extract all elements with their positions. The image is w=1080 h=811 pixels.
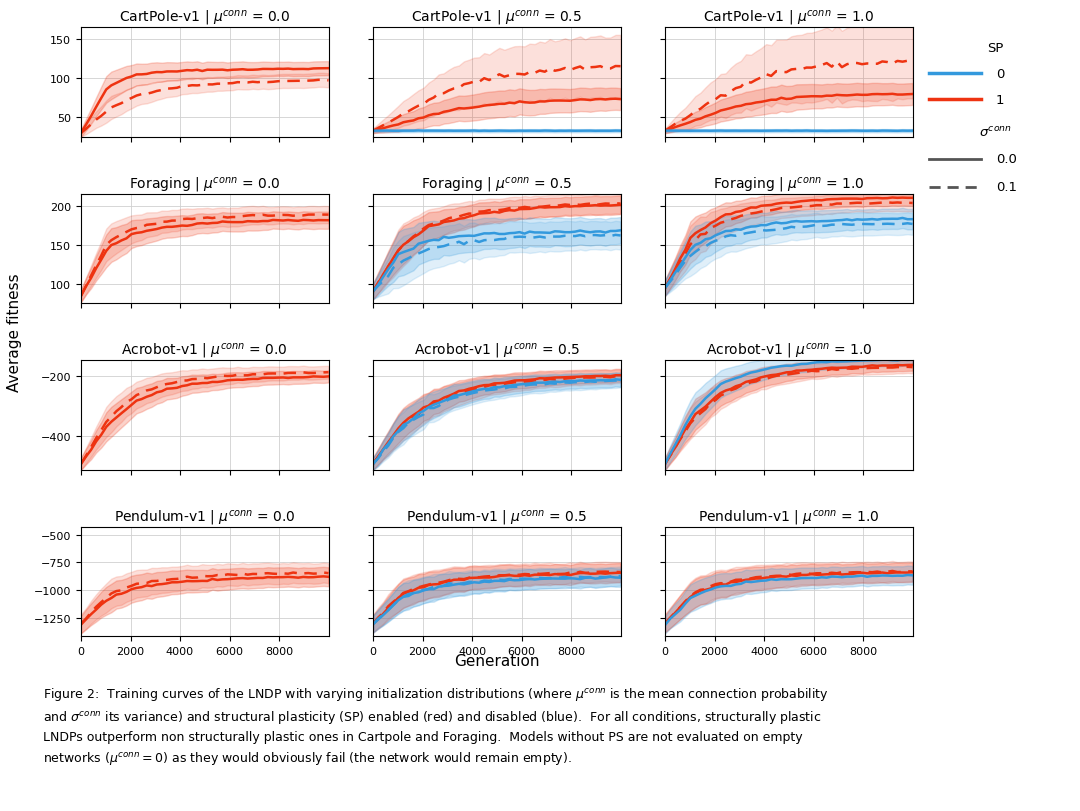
Title: CartPole-v1 | $\mu^{conn}$ = 0.0: CartPole-v1 | $\mu^{conn}$ = 0.0 [119, 10, 291, 28]
Text: 0.0: 0.0 [996, 153, 1016, 166]
Text: Figure 2:  Training curves of the LNDP with varying initialization distributions: Figure 2: Training curves of the LNDP wi… [43, 685, 829, 766]
Title: CartPole-v1 | $\mu^{conn}$ = 0.5: CartPole-v1 | $\mu^{conn}$ = 0.5 [411, 10, 582, 28]
Text: $\sigma^{conn}$: $\sigma^{conn}$ [980, 126, 1012, 139]
Text: SP: SP [987, 42, 1004, 55]
Text: 1: 1 [996, 93, 1004, 106]
Text: Average fitness: Average fitness [6, 273, 22, 392]
Title: Acrobot-v1 | $\mu^{conn}$ = 0.5: Acrobot-v1 | $\mu^{conn}$ = 0.5 [414, 342, 580, 361]
Title: Foraging | $\mu^{conn}$ = 0.0: Foraging | $\mu^{conn}$ = 0.0 [129, 176, 281, 195]
Text: 0: 0 [996, 67, 1004, 80]
Title: Pendulum-v1 | $\mu^{conn}$ = 1.0: Pendulum-v1 | $\mu^{conn}$ = 1.0 [698, 508, 880, 527]
Text: 0.1: 0.1 [996, 181, 1016, 194]
Title: Foraging | $\mu^{conn}$ = 1.0: Foraging | $\mu^{conn}$ = 1.0 [713, 176, 865, 195]
Text: Generation: Generation [454, 654, 540, 668]
Title: Foraging | $\mu^{conn}$ = 0.5: Foraging | $\mu^{conn}$ = 0.5 [421, 176, 572, 195]
Title: CartPole-v1 | $\mu^{conn}$ = 1.0: CartPole-v1 | $\mu^{conn}$ = 1.0 [703, 10, 875, 28]
Title: Acrobot-v1 | $\mu^{conn}$ = 1.0: Acrobot-v1 | $\mu^{conn}$ = 1.0 [705, 342, 873, 361]
Title: Pendulum-v1 | $\mu^{conn}$ = 0.5: Pendulum-v1 | $\mu^{conn}$ = 0.5 [406, 508, 588, 527]
Title: Acrobot-v1 | $\mu^{conn}$ = 0.0: Acrobot-v1 | $\mu^{conn}$ = 0.0 [121, 342, 288, 361]
Title: Pendulum-v1 | $\mu^{conn}$ = 0.0: Pendulum-v1 | $\mu^{conn}$ = 0.0 [113, 508, 296, 527]
